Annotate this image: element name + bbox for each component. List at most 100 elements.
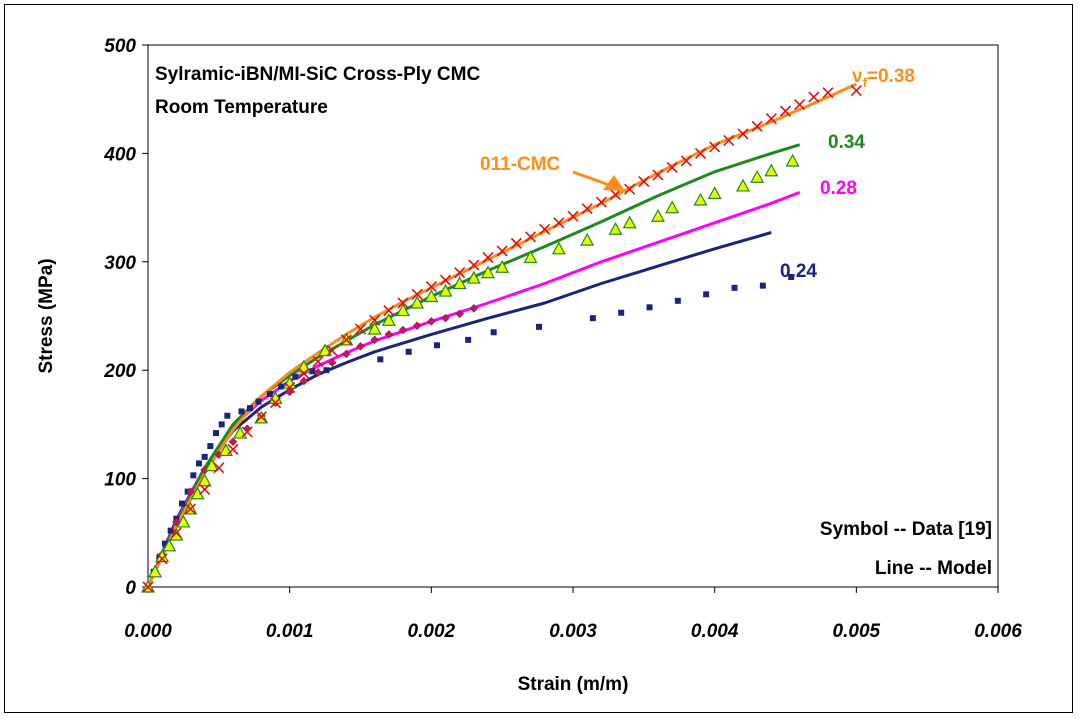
data-point-diamond xyxy=(455,309,465,319)
data-point-x xyxy=(680,155,692,167)
data-point-square xyxy=(465,336,472,343)
data-point-x xyxy=(553,217,565,229)
legend-note-symbol: Symbol -- Data [19] xyxy=(820,519,992,540)
data-point-square xyxy=(589,315,596,322)
y-axis-label: Stress (MPa) xyxy=(36,258,57,373)
data-point-triangle xyxy=(148,564,163,578)
data-point-diamond xyxy=(469,304,479,313)
data-point-square xyxy=(434,342,440,349)
y-tick-label: 400 xyxy=(103,144,136,165)
data-point-diamond xyxy=(384,330,394,339)
series-label-3: νf=0.38 xyxy=(852,66,915,90)
data-point-x xyxy=(737,128,749,140)
data-point-square xyxy=(213,430,219,437)
data-point-x xyxy=(666,161,678,174)
data-point-x xyxy=(709,141,721,153)
y-tick-label: 0 xyxy=(125,578,136,599)
data-point-triangle xyxy=(410,295,425,309)
data-point-diamond xyxy=(370,335,380,345)
data-point-square xyxy=(646,304,653,311)
data-point-triangle xyxy=(438,283,453,297)
data-point-x xyxy=(269,397,282,409)
data-point-triangle xyxy=(707,186,722,200)
data-point-x xyxy=(609,189,622,201)
data-point-square xyxy=(167,527,174,534)
x-tick-label: 0.006 xyxy=(974,621,1022,642)
data-point-x xyxy=(567,210,579,222)
data-point-triangle xyxy=(495,259,510,273)
data-point-square xyxy=(207,443,214,450)
data-point-x xyxy=(794,99,806,111)
arrow-line xyxy=(572,170,613,188)
data-point-x xyxy=(482,251,494,264)
data-point-x xyxy=(397,297,409,309)
data-point-triangle xyxy=(608,222,623,235)
data-point-triangle xyxy=(650,209,666,222)
data-point-x xyxy=(510,237,522,249)
data-point-x xyxy=(638,176,650,188)
data-point-triangle xyxy=(367,321,382,335)
data-points xyxy=(140,84,862,593)
data-point-x xyxy=(454,267,466,279)
data-point-x xyxy=(340,334,352,346)
data-point-triangle xyxy=(424,289,439,303)
data-point-square xyxy=(190,472,197,479)
y-tick-label: 500 xyxy=(104,36,136,57)
data-point-square xyxy=(703,291,710,298)
x-tick-label: 0.001 xyxy=(266,621,314,642)
data-point-square xyxy=(196,460,202,467)
data-point-x xyxy=(411,288,423,300)
y-tick-label: 200 xyxy=(103,361,136,382)
data-point-square xyxy=(377,356,384,363)
data-point-square xyxy=(405,348,412,355)
data-point-diamond xyxy=(228,437,238,447)
data-point-x xyxy=(227,443,239,455)
data-point-x xyxy=(170,527,182,539)
data-point-triangle xyxy=(785,153,800,167)
data-point-triangle xyxy=(169,527,184,541)
chart-subtitle: Room Temperature xyxy=(155,97,328,118)
data-point-x xyxy=(539,223,551,235)
data-point-square xyxy=(179,500,185,507)
data-point-square xyxy=(731,284,738,291)
x-axis-ticks: 0.000 0.001 0.002 0.003 0.004 0.005 0.006 xyxy=(124,587,1022,642)
data-point-triangle xyxy=(622,215,637,229)
data-point-diamond xyxy=(299,376,309,386)
data-point-x xyxy=(524,231,537,243)
data-point-x xyxy=(496,245,508,257)
data-point-x xyxy=(652,169,664,181)
data-point-x xyxy=(255,411,267,423)
data-point-square xyxy=(238,408,245,415)
y-tick-label: 100 xyxy=(104,470,136,491)
data-point-triangle xyxy=(523,250,538,264)
data-point-triangle xyxy=(480,265,496,279)
data-point-x xyxy=(808,91,820,103)
data-point-square xyxy=(162,540,168,547)
series-labels: 0.24 0.28 0.34 νf=0.38 xyxy=(780,66,915,282)
data-point-x xyxy=(581,203,593,215)
data-point-x xyxy=(354,323,367,335)
arrow-label: 011-CMC xyxy=(480,154,561,175)
data-point-x xyxy=(425,281,437,293)
data-point-x xyxy=(199,483,211,496)
data-point-square xyxy=(247,405,253,412)
data-point-triangle xyxy=(750,169,765,183)
data-point-square xyxy=(323,367,330,374)
legend-note-line: Line -- Model xyxy=(875,558,992,579)
data-point-triangle xyxy=(381,313,396,326)
x-tick-label: 0.000 xyxy=(124,621,172,642)
data-point-triangle xyxy=(665,200,680,214)
data-point-x xyxy=(468,259,480,271)
data-point-x xyxy=(326,345,338,357)
data-point-x xyxy=(439,274,452,286)
data-point-x xyxy=(156,553,168,565)
data-point-diamond xyxy=(356,341,365,351)
data-point-square xyxy=(255,398,262,405)
data-point-triangle xyxy=(162,538,177,552)
data-point-x xyxy=(751,120,763,132)
series-label-2: 0.34 xyxy=(828,132,865,153)
data-point-triangle xyxy=(197,473,212,487)
data-point-triangle xyxy=(296,359,311,373)
data-point-x xyxy=(142,581,154,593)
data-point-x xyxy=(213,462,225,474)
